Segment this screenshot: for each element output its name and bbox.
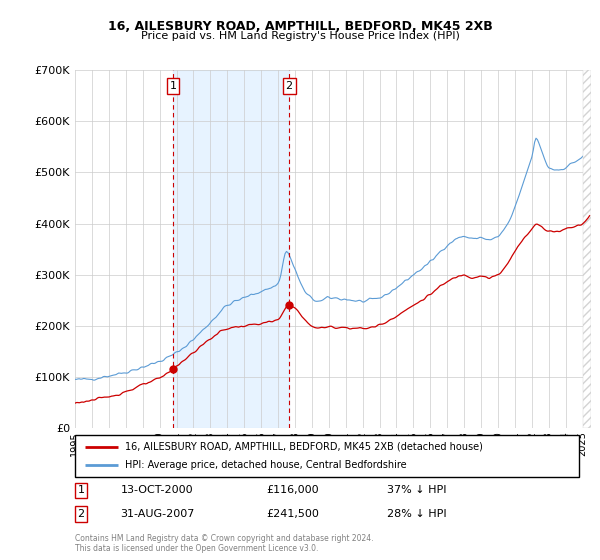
Text: 16, AILESBURY ROAD, AMPTHILL, BEDFORD, MK45 2XB (detached house): 16, AILESBURY ROAD, AMPTHILL, BEDFORD, M… [125,442,483,452]
Text: 16, AILESBURY ROAD, AMPTHILL, BEDFORD, MK45 2XB: 16, AILESBURY ROAD, AMPTHILL, BEDFORD, M… [107,20,493,32]
Text: 1: 1 [77,486,85,496]
Text: 13-OCT-2000: 13-OCT-2000 [121,486,193,496]
Text: 2: 2 [77,509,85,519]
Text: £116,000: £116,000 [266,486,319,496]
Text: HPI: Average price, detached house, Central Bedfordshire: HPI: Average price, detached house, Cent… [125,460,407,470]
Text: 31-AUG-2007: 31-AUG-2007 [121,509,195,519]
Text: 2: 2 [286,81,293,91]
Text: £241,500: £241,500 [266,509,319,519]
Text: Price paid vs. HM Land Registry's House Price Index (HPI): Price paid vs. HM Land Registry's House … [140,31,460,41]
Text: 28% ↓ HPI: 28% ↓ HPI [388,509,447,519]
Text: Contains HM Land Registry data © Crown copyright and database right 2024.
This d: Contains HM Land Registry data © Crown c… [75,534,373,553]
Text: 37% ↓ HPI: 37% ↓ HPI [388,486,447,496]
Bar [173,70,289,428]
Text: 1: 1 [169,81,176,91]
